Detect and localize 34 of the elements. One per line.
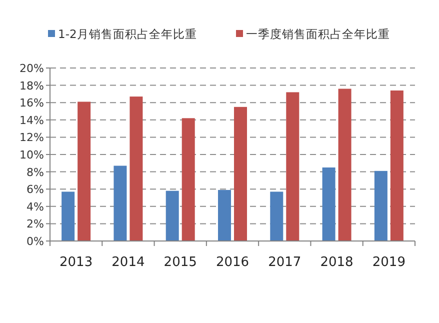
bar — [322, 167, 336, 241]
bar — [374, 170, 388, 241]
legend-label: 1-2月销售面积占全年比重 — [58, 27, 197, 41]
bar — [130, 96, 143, 241]
y-tick-label: 18% — [20, 79, 44, 92]
y-tick-label: 6% — [26, 183, 44, 196]
bar — [338, 88, 352, 241]
bar — [234, 106, 247, 241]
y-tick-label: 10% — [20, 148, 44, 162]
x-tick-label: 2018 — [320, 255, 354, 270]
y-tick-label: 8% — [26, 166, 44, 179]
x-tick-label: 2016 — [216, 255, 250, 270]
x-tick-label: 2015 — [164, 255, 197, 270]
bar — [62, 192, 75, 241]
bar — [390, 90, 404, 241]
x-tick-label: 2014 — [112, 255, 145, 270]
y-tick-label: 20% — [20, 62, 44, 75]
legend-label: 一季度销售面积占全年比重 — [246, 27, 390, 41]
bar — [270, 192, 284, 241]
y-tick-label: 12% — [20, 131, 44, 144]
x-tick-label: 2019 — [372, 255, 406, 270]
y-tick-label: 16% — [20, 96, 44, 110]
bar — [114, 166, 127, 241]
x-tick-label: 2013 — [60, 255, 93, 270]
x-tick-label: 2017 — [268, 255, 302, 270]
y-tick-label: 0% — [26, 235, 44, 248]
y-tick-label: 14% — [20, 114, 44, 127]
bar — [78, 102, 91, 241]
y-tick-label: 4% — [26, 200, 44, 214]
y-tick-label: 2% — [26, 218, 44, 231]
bar — [166, 190, 179, 241]
bar — [218, 190, 231, 241]
bar — [182, 118, 195, 241]
bar — [286, 92, 300, 241]
